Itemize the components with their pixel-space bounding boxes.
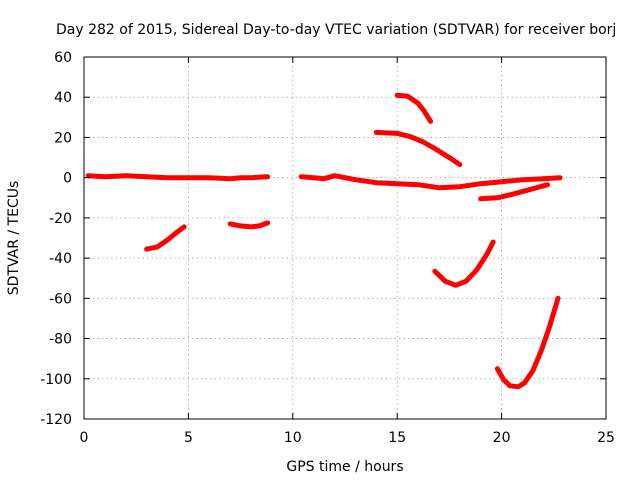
y-tick-label: -100 [40, 372, 72, 388]
y-axis-label: SDTVAR / TECUs [6, 181, 22, 296]
y-tick-label: 40 [54, 90, 72, 106]
grid-lines [84, 57, 606, 419]
x-tick-label: 5 [184, 430, 193, 446]
data-series-line [478, 182, 550, 202]
data-series-line [144, 224, 187, 252]
data-series-line [298, 173, 563, 191]
data-series-line [494, 295, 561, 390]
data-series-line [373, 129, 463, 168]
data-series-line [394, 92, 434, 124]
y-tick-label: -20 [49, 211, 72, 227]
x-tick-label: 10 [284, 430, 302, 446]
axis-ticks: 0 5 10 15 20 25 -120 -100 -80 -60 -40 -20 0 20 40 60 [40, 50, 615, 446]
y-tick-label: -60 [49, 291, 72, 307]
y-tick-label: -40 [49, 251, 72, 267]
x-tick-label: 25 [597, 430, 615, 446]
x-tick-label: 20 [493, 430, 511, 446]
plot-frame [83, 56, 607, 420]
chart-title: Day 282 of 2015, Sidereal Day-to-day VTE… [56, 22, 616, 38]
data-series-line [227, 220, 271, 230]
x-tick-label: 15 [388, 430, 406, 446]
data-series-group [85, 92, 563, 390]
y-tick-label: -80 [49, 332, 72, 348]
y-tick-label: 0 [63, 171, 72, 187]
y-tick-label: 60 [54, 50, 72, 66]
data-series-line [85, 173, 271, 182]
x-axis-label: GPS time / hours [286, 459, 403, 475]
y-tick-label: 20 [54, 130, 72, 146]
x-tick-label: 0 [80, 430, 89, 446]
data-series-line [432, 239, 496, 288]
y-tick-label: -120 [40, 412, 72, 428]
